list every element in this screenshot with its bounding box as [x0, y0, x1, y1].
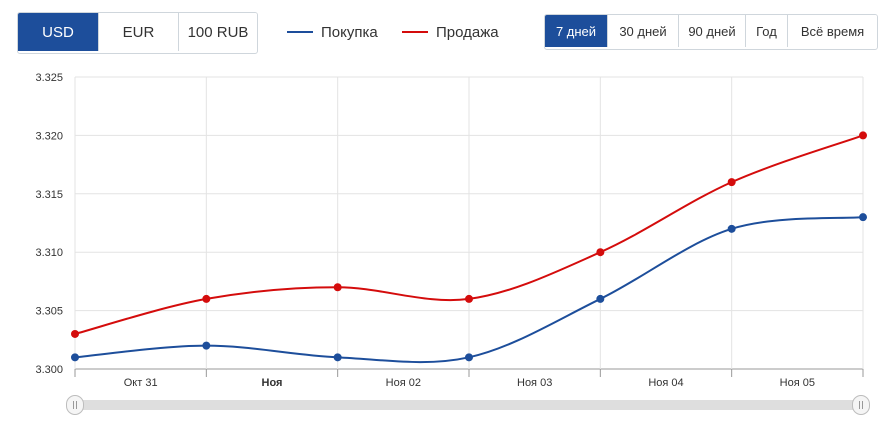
exchange-rate-chart: 3.300 3.305 3.310 3.315 3.320 3.325 Окт 31 Ноя…	[35, 72, 867, 389]
legend-sell-swatch	[402, 31, 428, 33]
data-point-buy[interactable]	[859, 213, 867, 222]
data-point-sell[interactable]	[333, 283, 342, 292]
currency-rub-button[interactable]: 100 RUB	[179, 13, 257, 51]
x-tick-label: Ноя	[262, 377, 283, 389]
x-tick-label: Ноя 03	[517, 377, 552, 389]
currency-usd-button[interactable]: USD	[18, 13, 99, 51]
y-tick-label: 3.320	[35, 130, 63, 142]
data-point-sell[interactable]	[71, 329, 79, 338]
period-year-button[interactable]: Год	[746, 15, 788, 47]
y-tick-label: 3.325	[35, 72, 63, 84]
period-selector: 7 дней 30 дней 90 дней Год Всё время	[544, 14, 878, 50]
legend-buy-swatch	[287, 31, 313, 33]
period-90-days-button[interactable]: 90 дней	[679, 15, 746, 47]
range-slider-track[interactable]	[75, 400, 861, 410]
period-30-days-button[interactable]: 30 дней	[608, 15, 679, 47]
data-point-sell[interactable]	[465, 294, 473, 303]
y-tick-label: 3.310	[35, 247, 63, 259]
data-point-sell[interactable]	[727, 178, 736, 187]
y-axis-labels: 3.300 3.305 3.310 3.315 3.320 3.325	[35, 72, 63, 376]
legend-item-buy[interactable]: Покупка	[287, 12, 378, 52]
legend-sell-label: Продажа	[436, 23, 499, 41]
x-tick-label: Ноя 02	[386, 377, 421, 389]
period-7-days-button[interactable]: 7 дней	[545, 15, 608, 47]
data-point-sell[interactable]	[596, 248, 605, 257]
x-tick-label: Ноя 04	[648, 377, 683, 389]
x-tick-label: Окт 31	[124, 377, 158, 389]
chart-series	[71, 131, 867, 364]
legend-item-sell[interactable]: Продажа	[402, 12, 499, 52]
range-slider-right-handle[interactable]	[852, 395, 870, 415]
data-point-buy[interactable]	[333, 353, 342, 362]
x-axis-labels: Окт 31 Ноя Ноя 02 Ноя 03 Ноя 04 Ноя 05	[124, 377, 815, 389]
x-tick-label: Ноя 05	[780, 377, 815, 389]
y-tick-label: 3.315	[35, 189, 63, 201]
data-point-buy[interactable]	[596, 294, 605, 303]
currency-eur-button[interactable]: EUR	[99, 13, 179, 51]
period-all-time-button[interactable]: Всё время	[788, 15, 877, 47]
data-point-buy[interactable]	[71, 353, 79, 362]
data-point-buy[interactable]	[202, 341, 211, 350]
data-point-sell[interactable]	[859, 131, 867, 140]
y-tick-label: 3.300	[35, 364, 63, 376]
data-point-buy[interactable]	[465, 353, 473, 362]
data-point-buy[interactable]	[727, 224, 736, 233]
y-tick-label: 3.305	[35, 306, 63, 318]
range-slider-left-handle[interactable]	[66, 395, 84, 415]
data-point-sell[interactable]	[202, 294, 211, 303]
chart-grid	[74, 76, 864, 377]
legend-buy-label: Покупка	[321, 23, 378, 41]
currency-selector: USD EUR 100 RUB	[17, 12, 258, 54]
